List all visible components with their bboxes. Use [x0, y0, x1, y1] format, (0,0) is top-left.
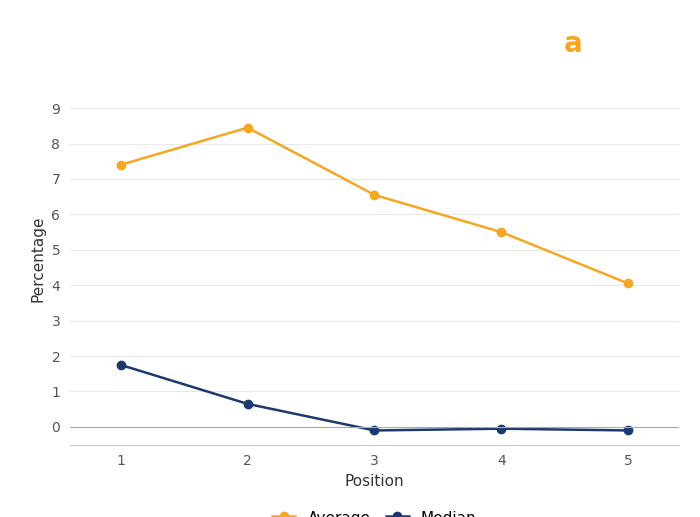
Legend: Average, Median: Average, Median — [266, 504, 483, 517]
Y-axis label: Percentage: Percentage — [31, 216, 46, 302]
Text: a: a — [564, 30, 582, 58]
Text: Exact Match Percentage (All Links): Exact Match Percentage (All Links) — [85, 34, 496, 54]
Text: hrefs: hrefs — [584, 30, 666, 58]
X-axis label: Position: Position — [344, 474, 405, 489]
